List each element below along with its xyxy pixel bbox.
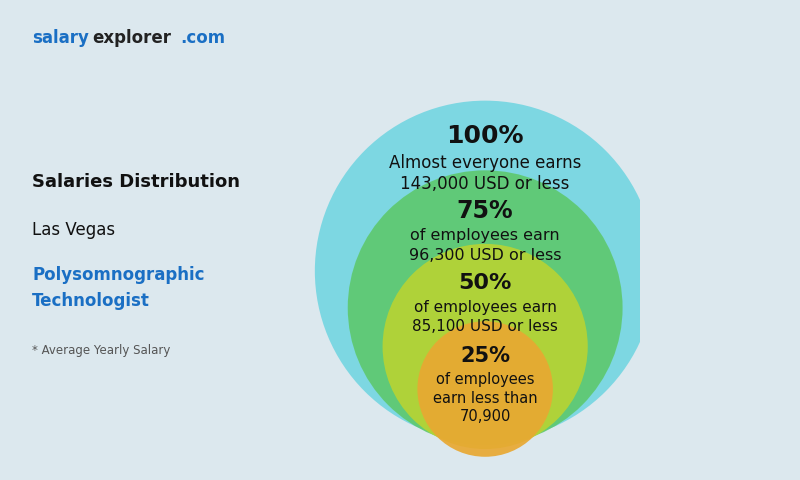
Text: 75%: 75% <box>457 199 514 223</box>
Text: 85,100 USD or less: 85,100 USD or less <box>412 319 558 335</box>
Text: Polysomnographic
Technologist: Polysomnographic Technologist <box>32 266 205 310</box>
Text: explorer: explorer <box>92 29 171 48</box>
Text: 50%: 50% <box>458 273 512 293</box>
Text: 25%: 25% <box>460 347 510 366</box>
Circle shape <box>418 321 553 457</box>
Circle shape <box>315 101 655 441</box>
Text: 96,300 USD or less: 96,300 USD or less <box>409 248 562 263</box>
Text: 100%: 100% <box>446 124 524 148</box>
Text: * Average Yearly Salary: * Average Yearly Salary <box>32 344 170 357</box>
Text: Almost everyone earns: Almost everyone earns <box>389 154 582 172</box>
Text: .com: .com <box>180 29 225 48</box>
Text: Salaries Distribution: Salaries Distribution <box>32 173 240 192</box>
Text: of employees earn: of employees earn <box>410 228 560 243</box>
Circle shape <box>348 170 622 445</box>
Text: Las Vegas: Las Vegas <box>32 221 115 240</box>
Text: of employees earn: of employees earn <box>414 300 557 315</box>
Text: earn less than: earn less than <box>433 391 538 406</box>
Circle shape <box>382 244 588 449</box>
Text: 143,000 USD or less: 143,000 USD or less <box>401 175 570 193</box>
Text: salary: salary <box>32 29 89 48</box>
Text: of employees: of employees <box>436 372 534 387</box>
Text: 70,900: 70,900 <box>459 409 511 424</box>
